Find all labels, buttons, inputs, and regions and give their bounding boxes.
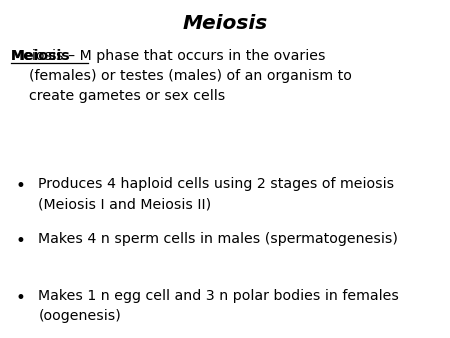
Text: Meiosis: Meiosis <box>182 14 268 32</box>
Text: •: • <box>16 289 26 307</box>
Text: •: • <box>16 177 26 195</box>
Text: Produces 4 haploid cells using 2 stages of meiosis
(Meiosis I and Meiosis II): Produces 4 haploid cells using 2 stages … <box>38 177 394 212</box>
Text: •: • <box>16 232 26 249</box>
Text: Meiosis: Meiosis <box>11 49 71 63</box>
Text: Makes 1 n egg cell and 3 n polar bodies in females
(oogenesis): Makes 1 n egg cell and 3 n polar bodies … <box>38 289 399 323</box>
Text: Makes 4 n sperm cells in males (spermatogenesis): Makes 4 n sperm cells in males (spermato… <box>38 232 398 245</box>
Text: Meiosis – M phase that occurs in the ovaries
    (females) or testes (males) of : Meiosis – M phase that occurs in the ova… <box>11 49 352 103</box>
